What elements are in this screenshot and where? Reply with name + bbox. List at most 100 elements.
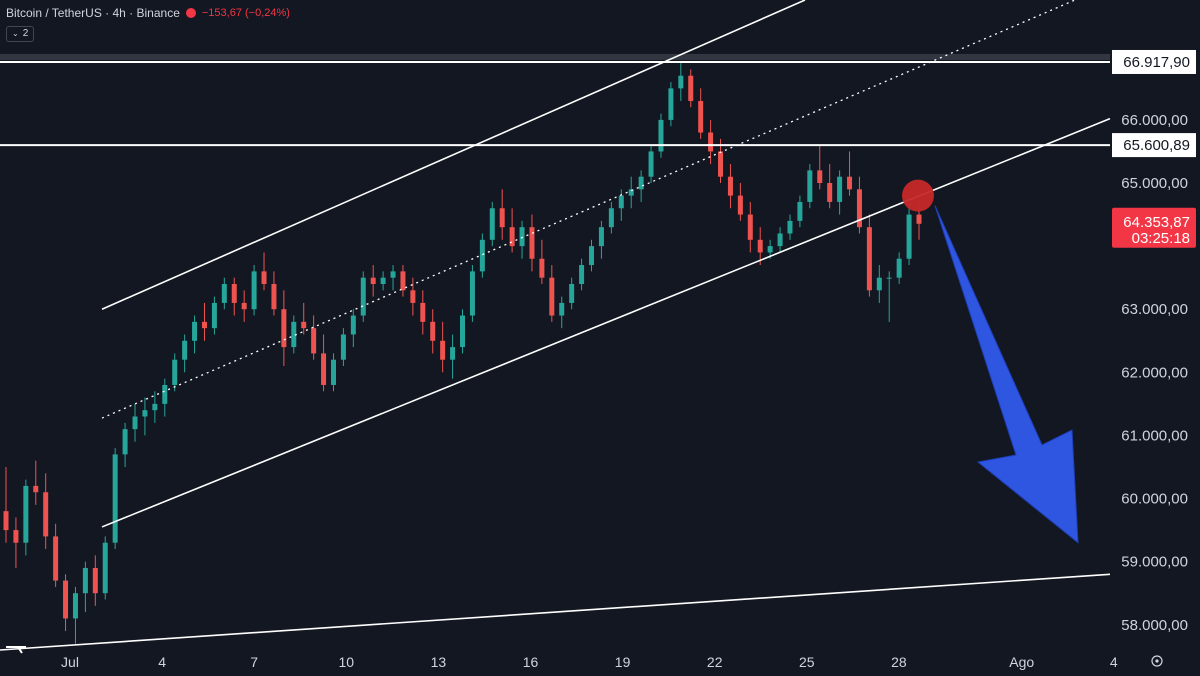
candle-body [767,246,773,253]
candle-body [440,340,446,360]
chart-settings-icon[interactable] [1151,655,1163,667]
candle-body [837,176,843,202]
candle [479,233,485,278]
candle [727,164,733,209]
candle-body [569,283,575,303]
candle [678,63,684,101]
candle [92,555,98,606]
candle [221,277,227,310]
candle-body [688,75,694,101]
candle [698,88,704,139]
candle [420,290,426,335]
candle [539,239,545,284]
candle-body [162,384,168,404]
time-tick-label: 22 [707,654,723,670]
candle [559,296,565,329]
candle [469,265,475,322]
candle-body [72,593,78,619]
candle [747,201,753,253]
candle [837,170,843,215]
candle-body [489,208,495,240]
candle [53,523,59,587]
candle [886,271,892,322]
time-tick-label: 16 [523,654,539,670]
candle [519,220,525,259]
price-tick-label: 62.000,00 [1121,364,1188,381]
last-price-box [1112,207,1196,248]
candle-body [53,536,59,581]
candle-body [330,359,336,385]
candle [410,277,416,316]
candle-body [539,258,545,278]
price-tick-label: 61.000,00 [1121,427,1188,444]
candle [261,252,267,291]
candle [311,315,317,360]
time-axis[interactable]: Jul 4 7 10 13 16 19 22 25 28 Ago 4 [61,654,1118,670]
level-price-box [1112,133,1196,158]
candles [3,63,922,644]
candle-body [271,283,277,310]
candle [509,208,515,253]
candle [628,176,634,209]
time-tick-label: 4 [1110,654,1118,670]
candle-body [112,454,118,543]
candle [281,290,287,367]
candle-body [13,530,19,543]
candle-body [916,214,922,224]
candle-body [866,227,872,291]
candle-body [608,208,614,228]
candle [688,69,694,108]
chart-header: Bitcoin / TetherUS · 4h · Binance −153,6… [6,6,290,20]
chevron-down-icon: ⌄ [12,29,19,38]
time-tick-label: 7 [250,654,258,670]
candle [668,82,674,127]
candle [340,328,346,367]
candle-body [807,170,813,202]
candle-body [211,302,217,329]
price-tick-label: 66.000,00 [1121,112,1188,129]
symbol-title[interactable]: Bitcoin / TetherUS · 4h · Binance [6,6,180,20]
candle [589,239,595,272]
candle [172,353,178,392]
candle-body [350,315,356,335]
candle [231,277,237,316]
candle [579,258,585,291]
indicator-count: 2 [22,28,29,39]
candle [390,265,396,291]
candle [440,321,446,373]
candle-body [201,321,207,329]
candle [102,536,108,600]
indicators-toggle[interactable]: ⌄ 2 [6,26,35,42]
candle [569,277,575,310]
candle-body [370,277,376,284]
candle-body [708,132,714,152]
candle-body [281,309,287,348]
candle [787,214,793,240]
candle [549,265,555,322]
candle-body [549,277,555,316]
candle [529,214,535,272]
candle [132,403,138,442]
price-axis[interactable]: 66.000,00 65.000,00 63.000,00 62.000,00 61.0… [1112,49,1196,634]
candle [301,302,307,335]
candle-body [192,321,198,341]
candle-body [301,321,307,329]
candle [72,586,78,644]
price-tick-label: 65.000,00 [1121,175,1188,192]
candle-body [638,176,644,190]
candle-body [559,302,565,316]
candle-body [906,214,912,259]
candle [866,214,872,297]
candle [182,334,188,373]
candle [192,315,198,354]
candle-body [856,189,862,228]
candle-body [311,328,317,354]
candle [43,473,49,550]
candle [777,227,783,253]
candle [807,164,813,209]
drawing-anchor-icon [6,646,26,654]
candle-body [360,277,366,316]
candle [82,561,88,613]
candle [33,460,39,505]
